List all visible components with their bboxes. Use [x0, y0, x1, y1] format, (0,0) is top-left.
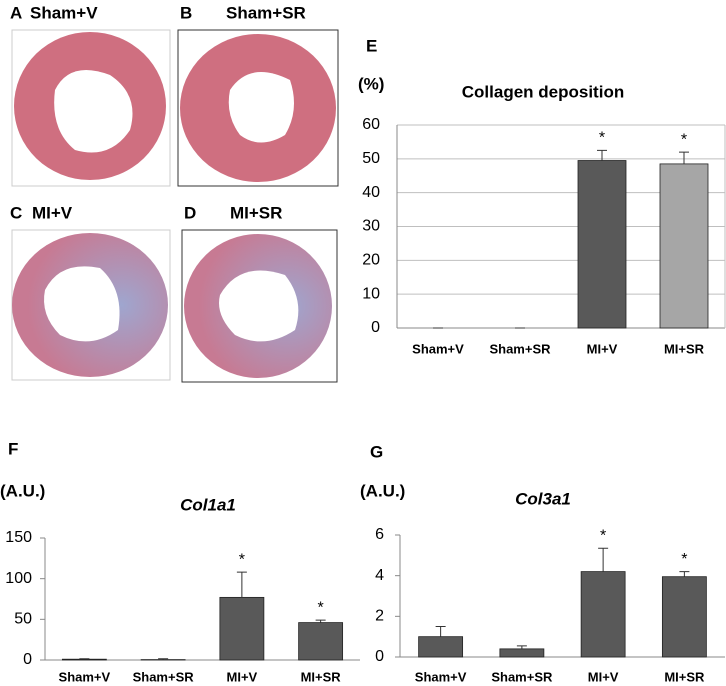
bar: [661, 576, 707, 658]
bar: [219, 596, 265, 661]
y-tick-label: 20: [362, 252, 380, 269]
panel-label: MI+V: [32, 203, 73, 222]
significance-marker: *: [681, 551, 687, 568]
y-tick-label: 0: [23, 651, 32, 668]
error-bar: [158, 658, 169, 660]
x-tick-label: MI+V: [588, 669, 619, 684]
y-tick-label: 2: [375, 608, 384, 625]
histology-b: [177, 29, 339, 187]
panel-letter: B: [180, 3, 192, 22]
x-tick-label: MI+V: [587, 341, 618, 356]
x-tick-label: Sham+V: [59, 669, 111, 684]
error-bar: [315, 619, 326, 623]
bar: [580, 571, 626, 658]
error-bar: [598, 547, 609, 572]
x-tick-label: MI+SR: [301, 669, 342, 684]
histology-a: [11, 29, 171, 187]
y-tick-label: 50: [14, 611, 32, 628]
x-tick-label: Sham+V: [415, 669, 467, 684]
y-axis-label: (%): [358, 74, 384, 93]
histology-d: [181, 229, 338, 383]
error-bar: [597, 149, 607, 161]
y-tick-label: 60: [362, 116, 380, 133]
significance-marker: *: [599, 130, 605, 147]
x-tick-label: MI+SR: [664, 341, 705, 356]
panel-label: Sham+V: [30, 3, 98, 22]
bar: [659, 163, 709, 329]
panel-label: Sham+SR: [226, 3, 306, 22]
chart-title: Collagen deposition: [462, 82, 624, 101]
y-tick-label: 150: [5, 529, 32, 546]
bar: [418, 636, 464, 658]
panel-letter: C: [10, 203, 22, 222]
error-bar: [679, 571, 690, 577]
x-tick-label: MI+V: [227, 669, 258, 684]
x-tick-label: Sham+SR: [491, 669, 553, 684]
y-tick-label: 10: [362, 285, 380, 302]
y-tick-label: 6: [375, 526, 384, 543]
x-tick-label: Sham+V: [412, 341, 464, 356]
significance-marker: *: [681, 131, 687, 148]
significance-marker: *: [239, 551, 245, 568]
x-tick-label: MI+SR: [664, 669, 705, 684]
bar: [298, 622, 344, 661]
bar: [499, 648, 545, 658]
panel-letter: A: [10, 3, 22, 22]
panel-letter: G: [370, 442, 383, 461]
significance-marker: *: [318, 599, 324, 616]
y-tick-label: 0: [375, 648, 384, 665]
y-tick-label: 40: [362, 184, 380, 201]
y-tick-label: 4: [375, 567, 384, 584]
significance-marker: *: [600, 527, 606, 544]
error-bar: [435, 626, 446, 637]
y-tick-label: 30: [362, 218, 380, 235]
panel-letter: D: [184, 203, 196, 222]
y-tick-label: 100: [5, 570, 32, 587]
y-axis-label: (A.U.): [360, 481, 405, 500]
panel-letter: F: [8, 439, 18, 458]
error-bar: [679, 151, 689, 164]
bar: [577, 160, 627, 329]
panel-label: MI+SR: [230, 203, 282, 222]
chart-title: Col3a1: [515, 489, 571, 508]
x-tick-label: Sham+SR: [489, 341, 551, 356]
error-bar: [516, 645, 527, 649]
y-axis-label: (A.U.): [0, 481, 45, 500]
y-tick-label: 50: [362, 150, 380, 167]
chart-title: Col1a1: [180, 495, 236, 514]
error-bar: [236, 571, 247, 598]
panel-letter: E: [366, 36, 377, 55]
histology-c: [11, 229, 171, 381]
x-tick-label: Sham+SR: [133, 669, 195, 684]
bar: [61, 658, 107, 661]
y-tick-label: 0: [371, 319, 380, 336]
